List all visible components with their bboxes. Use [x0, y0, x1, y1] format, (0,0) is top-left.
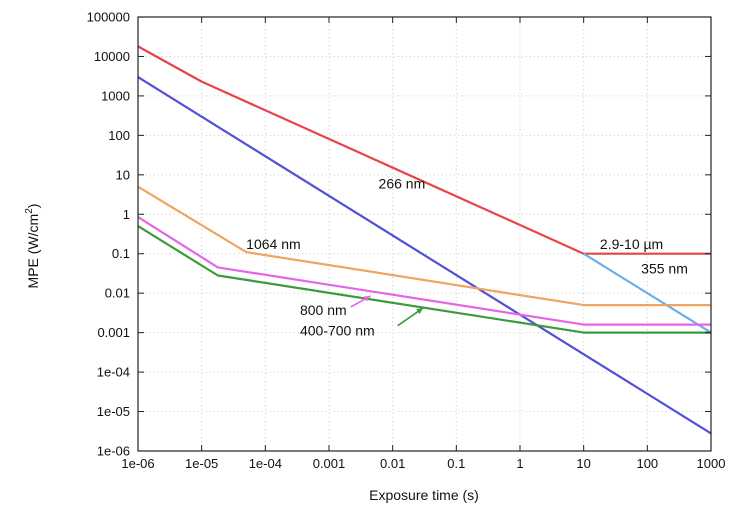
x-tick-label: 1: [516, 456, 523, 471]
y-tick-label: 1e-04: [97, 365, 130, 380]
annotation-label: 2.9-10 µm: [600, 236, 663, 252]
series-line-266-nm: [137, 76, 712, 435]
y-tick-label: 1e-06: [97, 444, 130, 459]
y-tick-label: 1: [123, 207, 130, 222]
arrow-400-700nm-head: [416, 308, 424, 315]
annotation-label: 355 nm: [641, 260, 688, 276]
y-tick-label: 1e-05: [97, 404, 130, 419]
x-tick-label: 1e-06: [121, 456, 154, 471]
arrow-800nm-head: [363, 295, 371, 302]
y-tick-label: 0.01: [105, 286, 130, 301]
x-tick-label: 1e-04: [249, 456, 282, 471]
annotation-label: 800 nm: [300, 302, 347, 318]
y-axis-label-end: ): [25, 204, 41, 209]
x-tick-label: 0.01: [380, 456, 405, 471]
series-line-800-nm: [137, 216, 711, 326]
annotation-label: 1064 nm: [246, 236, 300, 252]
series-lines: [137, 45, 712, 435]
series-line-355-nm: [583, 252, 712, 334]
y-tick-label: 10000: [94, 49, 130, 64]
annotation-label: 266 nm: [379, 176, 426, 192]
y-tick-label: 100000: [87, 10, 130, 25]
x-tick-label: 0.1: [447, 456, 465, 471]
y-tick-label: 100: [108, 128, 130, 143]
grid: [138, 17, 711, 451]
annotations: 266 nm 1064 nm 2.9-10 µm 355 nm 800 nm 400-70…: [246, 176, 688, 339]
plot-frame: [137, 16, 712, 452]
x-tick-label: 100: [636, 456, 658, 471]
annotation-label: 400-700 nm: [300, 322, 375, 338]
y-tick-label: 10: [116, 167, 130, 182]
ticks: 1e-06 1e-05 1e-04 0.001 0.01 0.1 1 10 100 1000 1e-…: [87, 10, 726, 472]
series-line-400-700-nm: [137, 225, 711, 334]
y-tick-label: 0.1: [112, 246, 130, 261]
y-axis-label-main: MPE (W/cm: [25, 214, 41, 289]
x-tick-label: 10: [576, 456, 590, 471]
x-tick-label: 1e-05: [185, 456, 218, 471]
y-tick-label: 0.001: [97, 325, 130, 340]
x-tick-label: 0.001: [313, 456, 346, 471]
x-tick-label: 1000: [697, 456, 726, 471]
y-axis-label-sup: 2: [24, 208, 35, 214]
series-line-2-9-10-m: [137, 45, 711, 255]
y-tick-label: 1000: [101, 88, 130, 103]
y-axis-label: MPE (W/cm2): [24, 204, 41, 289]
series-line-1064-nm: [137, 185, 711, 307]
x-axis-label: Exposure time (s): [369, 487, 479, 503]
